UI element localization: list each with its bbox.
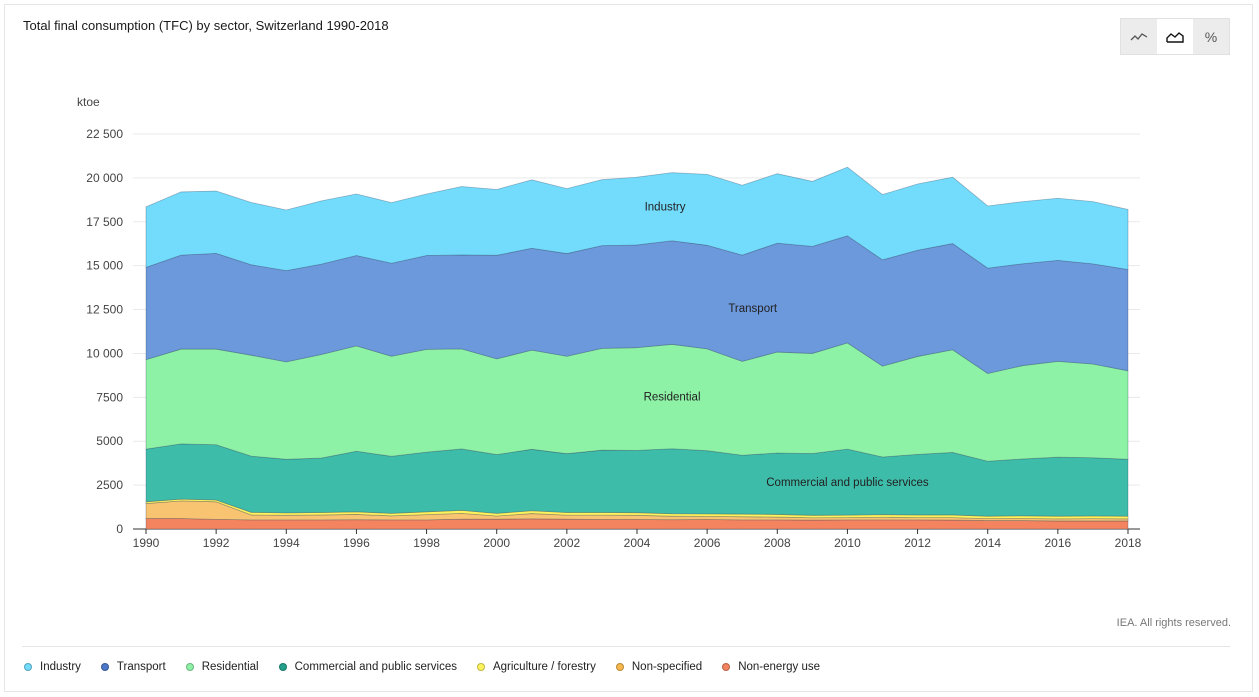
legend-swatch-icon — [24, 663, 32, 671]
line-chart-icon[interactable] — [1121, 19, 1157, 54]
x-tick-label: 1990 — [133, 536, 160, 550]
legend-label: Transport — [116, 661, 166, 673]
x-tick-label: 1994 — [273, 536, 300, 550]
legend-item[interactable]: Agriculture / forestry — [476, 661, 596, 673]
legend-label: Commercial and public services — [294, 661, 457, 673]
legend-swatch-icon — [278, 663, 287, 671]
x-tick-label: 2002 — [554, 536, 581, 550]
legend-item[interactable]: Industry — [24, 661, 81, 673]
chart-view-toggle-group: % — [1120, 18, 1230, 55]
area-label: Industry — [645, 202, 686, 214]
y-tick-label: 17 500 — [86, 215, 123, 229]
legend-item[interactable]: Non-energy use — [722, 661, 820, 673]
y-tick-label: 15 000 — [86, 259, 123, 273]
area-series-group — [145, 166, 1129, 530]
chart-legend: Industry Transport Residential Commercial a… — [24, 661, 840, 673]
chart-title: Total final consumption (TFC) by sector,… — [23, 18, 389, 33]
legend-label: Non-energy use — [738, 661, 821, 673]
legend-swatch-icon — [185, 663, 194, 671]
x-tick-label: 2016 — [1045, 536, 1072, 550]
area-labels: Industry Transport Residential Commercial a… — [644, 202, 929, 489]
y-tick-label: 10 000 — [86, 346, 123, 360]
legend-item[interactable]: Non-specified — [615, 661, 703, 673]
legend-label: Residential — [201, 661, 259, 673]
y-tick-label: 7500 — [96, 390, 123, 404]
x-tick-label: 2012 — [904, 536, 931, 550]
area-agriculture-forestry[interactable] — [145, 498, 1129, 520]
area-chart-icon[interactable] — [1157, 19, 1193, 54]
area-residential[interactable] — [145, 342, 1129, 462]
legend-swatch-icon — [476, 663, 485, 671]
area-label: Residential — [644, 392, 701, 404]
legend-label: Non-specified — [631, 661, 703, 673]
y-tick-label: 22 500 — [86, 127, 123, 141]
x-tick-label: 2004 — [624, 536, 651, 550]
y-axis-unit-label: ktoe — [77, 95, 100, 109]
x-tick-label: 1996 — [343, 536, 370, 550]
x-tick-label: 2018 — [1115, 536, 1142, 550]
y-tick-label: 5000 — [96, 434, 123, 448]
x-tick-label: 2008 — [764, 536, 791, 550]
x-tick-label: 2014 — [974, 536, 1001, 550]
legend-item[interactable]: Residential — [185, 661, 259, 673]
stacked-area-chart: ktoe 0 2500 5000 7500 10 000 12 500 15 000 17 5… — [77, 95, 1142, 550]
x-tick-label: 1998 — [413, 536, 440, 550]
legend-label: Agriculture / forestry — [492, 661, 596, 673]
y-tick-label: 12 500 — [86, 303, 123, 317]
legend-divider — [22, 646, 1230, 647]
x-tick-label: 2006 — [694, 536, 721, 550]
legend-swatch-icon — [615, 663, 624, 671]
y-tick-label: 0 — [116, 522, 123, 536]
legend-swatch-icon — [722, 663, 731, 671]
y-axis-ticks: 0 2500 5000 7500 10 000 12 500 15 000 17 500 20 … — [86, 127, 123, 536]
copyright-credit: IEA. All rights reserved. — [1116, 617, 1231, 629]
area-industry[interactable] — [145, 166, 1129, 271]
x-tick-label: 2010 — [834, 536, 861, 550]
x-tick-label: 1992 — [203, 536, 230, 550]
area-transport[interactable] — [145, 235, 1129, 374]
legend-item[interactable]: Commercial and public services — [278, 661, 457, 673]
legend-label: Industry — [40, 661, 81, 673]
area-label: Transport — [728, 303, 778, 315]
area-label: Commercial and public services — [766, 477, 929, 489]
legend-item[interactable]: Transport — [100, 661, 166, 673]
y-tick-label: 20 000 — [86, 171, 123, 185]
x-tick-label: 2000 — [483, 536, 510, 550]
percent-icon[interactable]: % — [1204, 28, 1218, 45]
y-tick-label: 2500 — [96, 478, 123, 492]
area-non-specified[interactable] — [145, 500, 1129, 522]
x-axis-ticks: 1990 1992 1994 1996 1998 2000 2002 2004 2006 2008… — [133, 529, 1142, 550]
legend-swatch-icon — [100, 663, 109, 671]
